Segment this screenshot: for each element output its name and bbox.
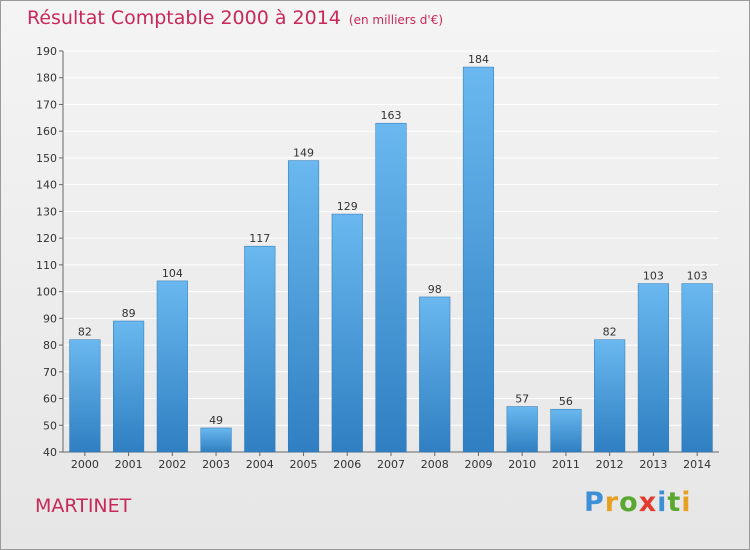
y-tick-label: 110: [36, 259, 57, 272]
commune-name: MARTINET: [35, 495, 132, 517]
y-tick-label: 190: [36, 45, 57, 58]
bar: [200, 427, 232, 453]
value-label: 98: [428, 283, 442, 296]
y-tick-label: 180: [36, 72, 57, 85]
value-label: 104: [162, 267, 183, 280]
y-tick-label: 120: [36, 232, 57, 245]
logo-letter: t: [667, 487, 682, 518]
x-tick-label: 2003: [202, 458, 230, 471]
y-tick-label: 130: [36, 205, 57, 218]
value-label: 49: [209, 414, 223, 427]
y-tick-label: 140: [36, 179, 57, 192]
x-tick-label: 2013: [639, 458, 667, 471]
y-tick-label: 80: [43, 339, 57, 352]
bar: [594, 339, 626, 453]
bar: [462, 66, 495, 453]
x-tick-label: 2011: [552, 458, 580, 471]
x-tick-label: 2008: [421, 458, 449, 471]
value-label: 57: [515, 393, 529, 406]
y-tick-label: 100: [36, 286, 57, 299]
x-tick-label: 2009: [464, 458, 492, 471]
bar: [375, 122, 407, 453]
logo-letter: i: [657, 487, 668, 518]
x-tick-label: 2014: [683, 458, 711, 471]
bar: [113, 320, 145, 453]
bar: [331, 213, 363, 453]
y-tick-label: 50: [43, 419, 57, 432]
value-label: 89: [122, 307, 136, 320]
y-tick-label: 150: [36, 152, 57, 165]
y-tick-label: 40: [43, 446, 57, 459]
y-tick-label: 70: [43, 366, 57, 379]
value-label: 82: [78, 326, 92, 339]
bar: [69, 339, 101, 453]
bar: [419, 296, 451, 453]
labels: 40 50 60 70 80 90 100 110 120 130 140 150 160 170 180 1…: [36, 45, 711, 471]
x-tick-label: 2001: [115, 458, 143, 471]
value-label: 163: [381, 109, 402, 122]
value-label: 82: [603, 326, 617, 339]
logo-letter: o: [619, 487, 639, 518]
x-tick-label: 2010: [508, 458, 536, 471]
bars: [69, 66, 713, 453]
y-tick-label: 60: [43, 393, 57, 406]
proxiti-logo: Proxiti: [584, 487, 692, 518]
bar: [681, 283, 713, 453]
bar: [244, 245, 276, 453]
bar: [506, 406, 538, 453]
x-tick-label: 2012: [596, 458, 624, 471]
logo-letter: r: [604, 487, 620, 518]
bar: [287, 160, 320, 453]
x-tick-label: 2005: [290, 458, 318, 471]
bar: [637, 283, 669, 453]
x-tick-label: 2007: [377, 458, 405, 471]
logo-letter: x: [638, 487, 658, 518]
x-tick-label: 2006: [333, 458, 361, 471]
value-label: 56: [559, 395, 573, 408]
value-label: 184: [468, 53, 489, 66]
value-label: 117: [249, 232, 270, 245]
value-label: 129: [337, 200, 358, 213]
value-label: 103: [687, 270, 708, 283]
logo-letter: i: [681, 487, 692, 518]
x-tick-label: 2004: [246, 458, 274, 471]
bar: [156, 280, 188, 453]
bar: [550, 408, 582, 453]
title-main: Résultat Comptable 2000 à 2014: [27, 7, 341, 29]
y-tick-label: 90: [43, 312, 57, 325]
x-tick-label: 2000: [71, 458, 99, 471]
value-label: 149: [293, 147, 314, 160]
title-unit: (en milliers d'€): [348, 13, 444, 27]
x-tick-label: 2002: [158, 458, 186, 471]
y-tick-label: 160: [36, 125, 57, 138]
y-tick-label: 170: [36, 98, 57, 111]
chart-title: Résultat Comptable 2000 à 2014 (en millie…: [27, 7, 443, 29]
value-label: 103: [643, 270, 664, 283]
logo-letter: P: [584, 487, 605, 518]
